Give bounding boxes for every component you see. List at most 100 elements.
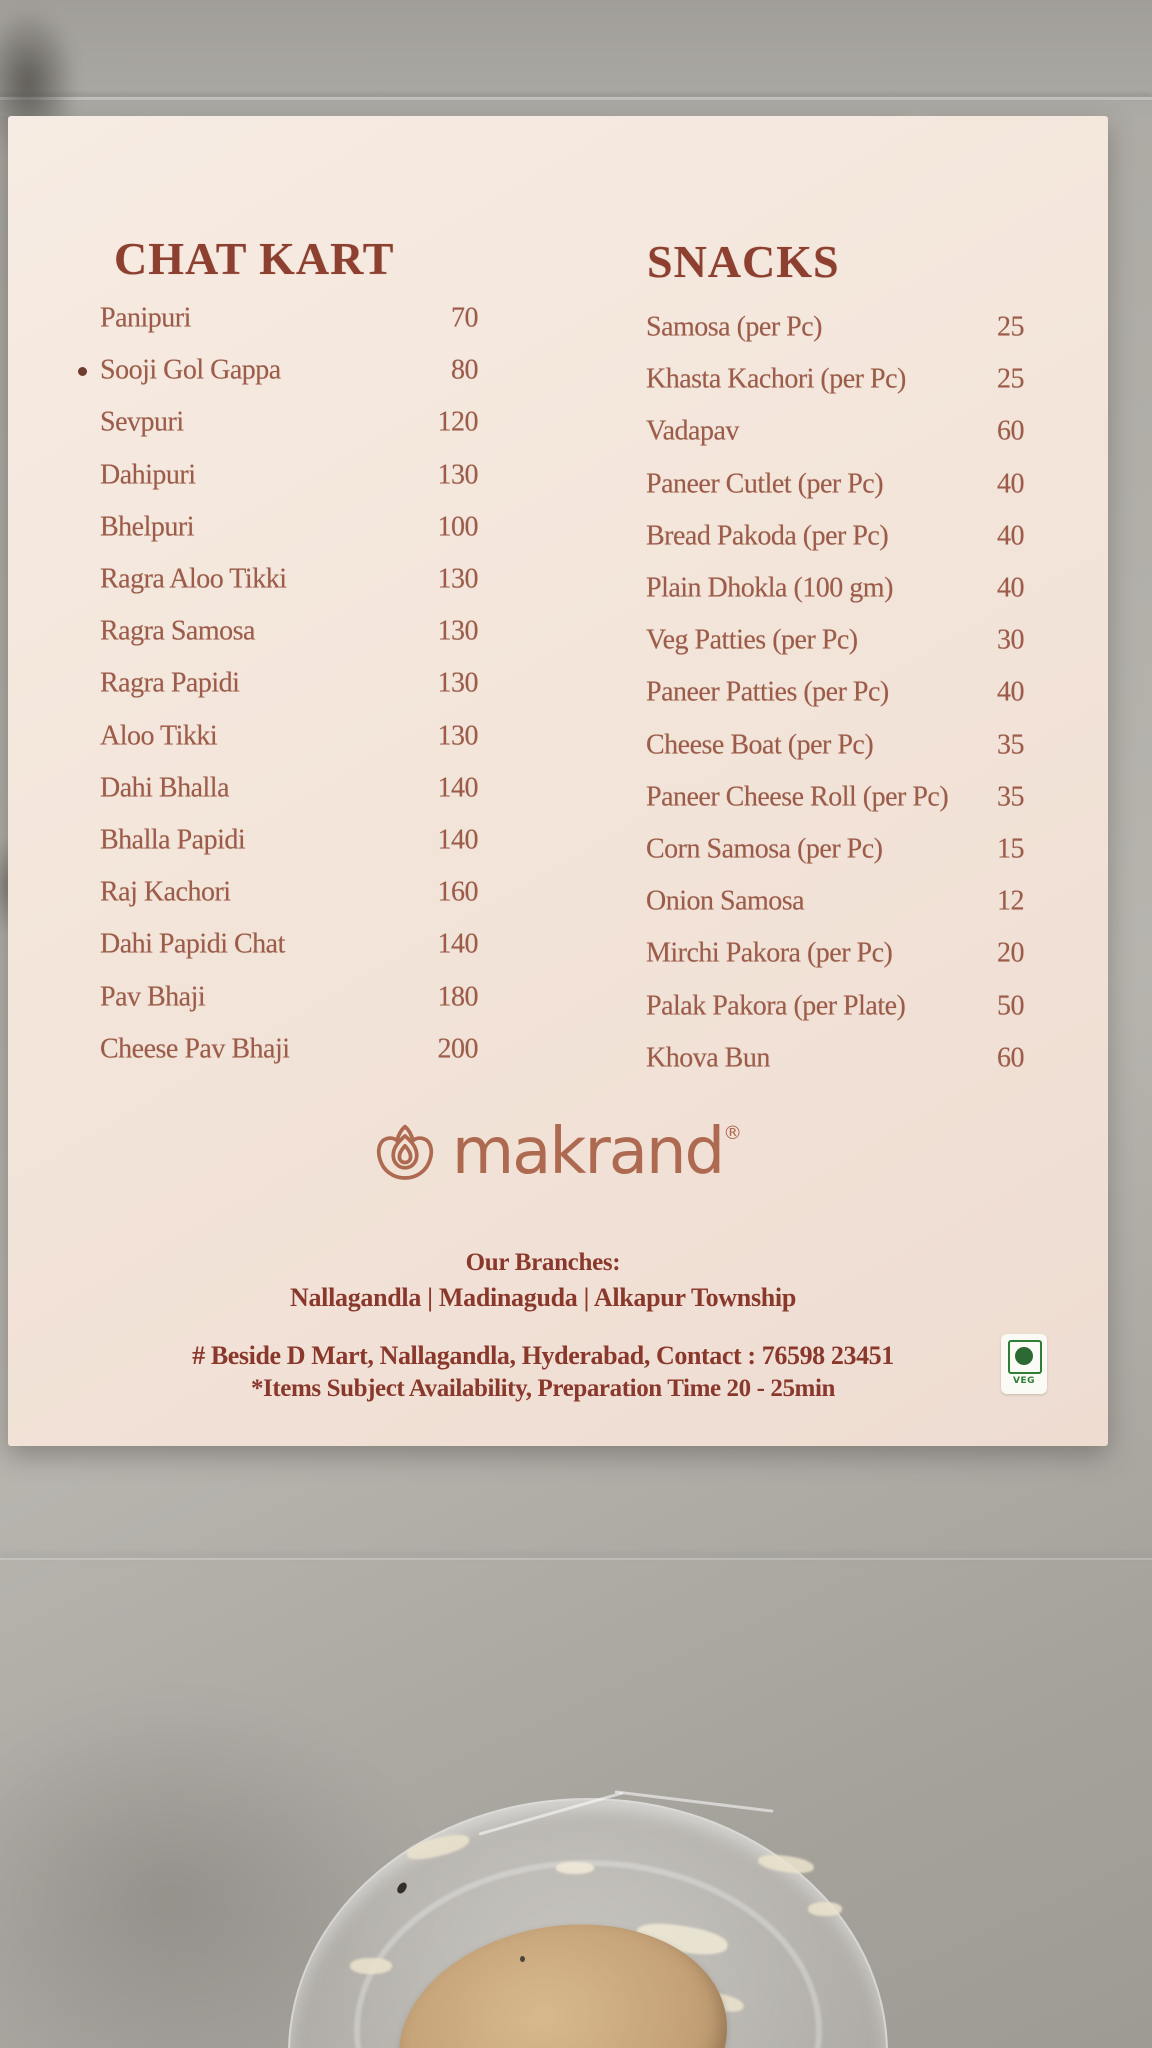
menu-item-name: Paneer Cheese Roll (per Pc) xyxy=(646,781,949,813)
menu-item-row: Palak Pakora (per Plate) 50 xyxy=(646,981,1025,1033)
menu-item-price: 25 xyxy=(997,364,1025,396)
menu-item-name: Plain Dhokla (100 gm) xyxy=(646,572,893,604)
menu-item-row: Paneer Patties (per Pc) 40 xyxy=(646,668,1025,720)
section-title-chat-kart: CHAT KART xyxy=(114,233,395,284)
contact-line: # Beside D Mart, Nallagandla, Hyderabad,… xyxy=(192,1341,894,1370)
menu-item-name: Khasta Kachori (per Pc) xyxy=(646,364,906,396)
brand-logo: makrand® xyxy=(8,1116,1108,1188)
menu-item-row: Mirchi Pakora (per Pc) 20 xyxy=(646,929,1025,981)
menu-item-row: Ragra Aloo Tikki 130 xyxy=(100,555,478,607)
menu-item-price: 40 xyxy=(997,572,1025,604)
menu-item-price: 40 xyxy=(997,468,1025,500)
menu-item-name: Veg Patties (per Pc) xyxy=(646,624,858,656)
menu-item-name: Pav Bhaji xyxy=(100,981,206,1013)
menu-item-row: Bread Pakoda (per Pc) 40 xyxy=(646,512,1025,564)
brand-logo-text: makrand® xyxy=(451,1115,743,1189)
menu-item-row: Pav Bhaji 180 xyxy=(100,972,478,1024)
butter-smear xyxy=(556,1862,594,1874)
menu-item-row: Paneer Cutlet (per Pc) 40 xyxy=(646,460,1025,512)
menu-item-row: Vadapav 60 xyxy=(646,407,1025,459)
menu-item-price: 60 xyxy=(997,1042,1025,1074)
menu-item-price: 200 xyxy=(437,1033,479,1065)
menu-item-price: 140 xyxy=(437,824,479,856)
menu-item-name: Sevpuri xyxy=(100,407,184,439)
plastic-sleeve-seam-bottom xyxy=(0,1558,1152,1560)
chat-kart-list: Panipuri 70 Sooji Gol Gappa 80 Sevpuri 1… xyxy=(78,294,479,1077)
menu-item-name: Ragra Aloo Tikki xyxy=(100,563,287,595)
registered-mark: ® xyxy=(723,1122,743,1144)
veg-dot xyxy=(1015,1347,1033,1365)
menu-item-name: Bhalla Papidi xyxy=(100,824,246,856)
menu-item-name: Corn Samosa (per Pc) xyxy=(646,833,883,865)
menu-item-name: Ragra Samosa xyxy=(100,615,255,647)
menu-item-row: Aloo Tikki 130 xyxy=(100,712,478,764)
menu-item-row: Bhelpuri 100 xyxy=(100,503,478,555)
menu-item-price: 50 xyxy=(997,990,1025,1022)
menu-item-price: 60 xyxy=(997,416,1025,448)
menu-item-price: 35 xyxy=(997,781,1025,813)
menu-item-row: Cheese Pav Bhaji 200 xyxy=(100,1025,478,1077)
butter-smear xyxy=(350,1958,392,1974)
menu-item-row: Panipuri 70 xyxy=(100,294,479,346)
menu-item-row: Dahi Papidi Chat 140 xyxy=(100,920,478,972)
menu-item-price: 130 xyxy=(437,563,479,595)
menu-item-price: 160 xyxy=(437,876,479,908)
menu-item-name: Palak Pakora (per Plate) xyxy=(646,990,906,1022)
menu-card: CHAT KART SNACKS Panipuri 70 Sooji Gol G… xyxy=(8,116,1108,1446)
menu-item-price: 35 xyxy=(997,729,1025,761)
menu-item-price: 70 xyxy=(451,302,479,334)
lotus-logo-icon xyxy=(374,1119,436,1185)
menu-item-row: Dahipuri 130 xyxy=(100,451,478,503)
menu-item-price: 20 xyxy=(997,938,1025,970)
plastic-sleeve-seam-top xyxy=(0,97,1152,100)
menu-item-name: Raj Kachori xyxy=(100,876,231,908)
menu-item-price: 12 xyxy=(997,885,1025,917)
menu-item-price: 100 xyxy=(437,511,479,543)
menu-item-price: 130 xyxy=(437,668,479,700)
contact-block: # Beside D Mart, Nallagandla, Hyderabad,… xyxy=(8,1341,1078,1403)
menu-item-name: Mirchi Pakora (per Pc) xyxy=(646,938,893,970)
branches-heading: Our Branches: xyxy=(465,1249,621,1276)
menu-item-name: Paneer Cutlet (per Pc) xyxy=(646,468,884,500)
menu-item-row: Cheese Boat (per Pc) 35 xyxy=(646,721,1025,773)
veg-sticker: VEG xyxy=(1001,1334,1047,1394)
menu-item-row: Veg Patties (per Pc) 30 xyxy=(646,616,1025,668)
veg-mark-icon xyxy=(1008,1340,1042,1374)
menu-item-price: 30 xyxy=(997,624,1025,656)
menu-item-name: Onion Samosa xyxy=(646,885,805,917)
menu-item-row: Bhalla Papidi 140 xyxy=(100,816,478,868)
menu-item-row: Ragra Samosa 130 xyxy=(100,607,478,659)
menu-item-name: Paneer Patties (per Pc) xyxy=(646,677,889,709)
menu-item-row: Dahi Bhalla 140 xyxy=(100,764,478,816)
menu-item-price: 130 xyxy=(437,459,479,491)
menu-item-name: Dahipuri xyxy=(100,459,196,491)
menu-item-name: Vadapav xyxy=(646,416,739,448)
menu-item-price: 80 xyxy=(451,355,479,387)
menu-item-price: 120 xyxy=(437,407,479,439)
menu-item-price: 130 xyxy=(437,615,479,647)
menu-item-name: Samosa (per Pc) xyxy=(646,311,823,343)
menu-item-price: 130 xyxy=(437,720,479,752)
section-title-snacks: SNACKS xyxy=(647,236,840,287)
menu-item-row: Samosa (per Pc) 25 xyxy=(646,303,1025,355)
menu-item-name: Sooji Gol Gappa xyxy=(100,355,281,387)
menu-item-row: Ragra Papidi 130 xyxy=(100,659,478,711)
availability-note: *Items Subject Availability, Preparation… xyxy=(250,1375,836,1402)
menu-item-row: Raj Kachori 160 xyxy=(100,868,478,920)
menu-item-row: Sooji Gol Gappa 80 xyxy=(78,346,479,398)
seed-speck xyxy=(520,1956,525,1962)
menu-item-name: Bread Pakoda (per Pc) xyxy=(646,520,889,552)
menu-item-row: Plain Dhokla (100 gm) 40 xyxy=(646,564,1025,616)
food-container-photo xyxy=(288,1790,888,2048)
menu-footer: Our Branches: Nallagandla | Madinaguda |… xyxy=(8,1249,1078,1403)
menu-item-price: 180 xyxy=(437,981,479,1013)
snacks-list: Samosa (per Pc) 25 Khasta Kachori (per P… xyxy=(646,303,1025,1086)
menu-item-name: Khova Bun xyxy=(646,1042,770,1074)
menu-item-name: Dahi Bhalla xyxy=(100,772,230,804)
menu-item-price: 40 xyxy=(997,520,1025,552)
menu-item-name: Cheese Pav Bhaji xyxy=(100,1033,290,1065)
veg-label: VEG xyxy=(1012,1376,1035,1386)
menu-item-price: 40 xyxy=(997,677,1025,709)
wall-background-top xyxy=(0,0,1152,116)
